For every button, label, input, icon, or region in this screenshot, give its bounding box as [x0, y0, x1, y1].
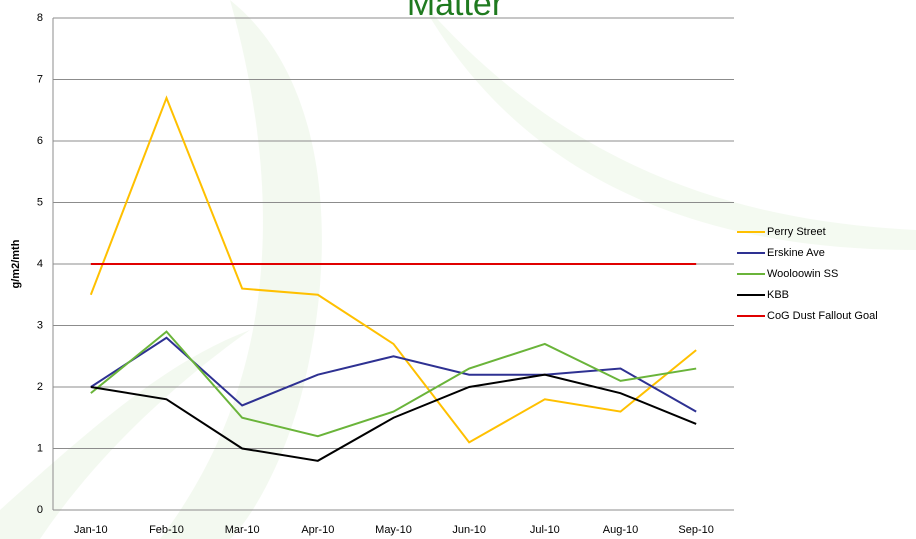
y-tick-label: 6: [37, 135, 43, 147]
y-axis-label: g/m2/mth: [10, 239, 22, 288]
x-tick-label: Mar-10: [225, 524, 260, 536]
x-tick-label: Jun-10: [452, 524, 486, 536]
legend-label: KBB: [767, 289, 789, 301]
y-tick-label: 8: [37, 12, 43, 24]
legend-label: Erskine Ave: [767, 247, 825, 259]
x-tick-label: May-10: [375, 524, 412, 536]
legend-label: CoG Dust Fallout Goal: [767, 310, 878, 322]
chart: Matter g/m2/mth 0 1 2 3 4 5 6 7 8 Jan-10 Feb-10 Mar…: [0, 0, 916, 539]
series-line: [91, 332, 696, 437]
series-line: [91, 375, 696, 461]
y-tick-label: 5: [37, 196, 43, 208]
x-tick-label: Jan-10: [74, 524, 108, 536]
y-tick-label: 4: [37, 258, 43, 270]
x-tick-label: Aug-10: [603, 524, 638, 536]
chart-title: Matter: [407, 0, 503, 23]
legend-label: Wooloowin SS: [767, 268, 838, 280]
x-tick-label: Jul-10: [530, 524, 560, 536]
x-tick-label: Feb-10: [149, 524, 184, 536]
x-tick-label: Sep-10: [678, 524, 713, 536]
background-swoosh: [420, 0, 916, 250]
x-tick-label: Apr-10: [301, 524, 334, 536]
legend-label: Perry Street: [767, 226, 826, 238]
series-line: [91, 98, 696, 442]
y-tick-label: 1: [37, 442, 43, 454]
y-tick-label: 2: [37, 381, 43, 393]
y-tick-label: 0: [37, 504, 43, 516]
y-tick-label: 7: [37, 73, 43, 85]
y-tick-label: 3: [37, 319, 43, 331]
